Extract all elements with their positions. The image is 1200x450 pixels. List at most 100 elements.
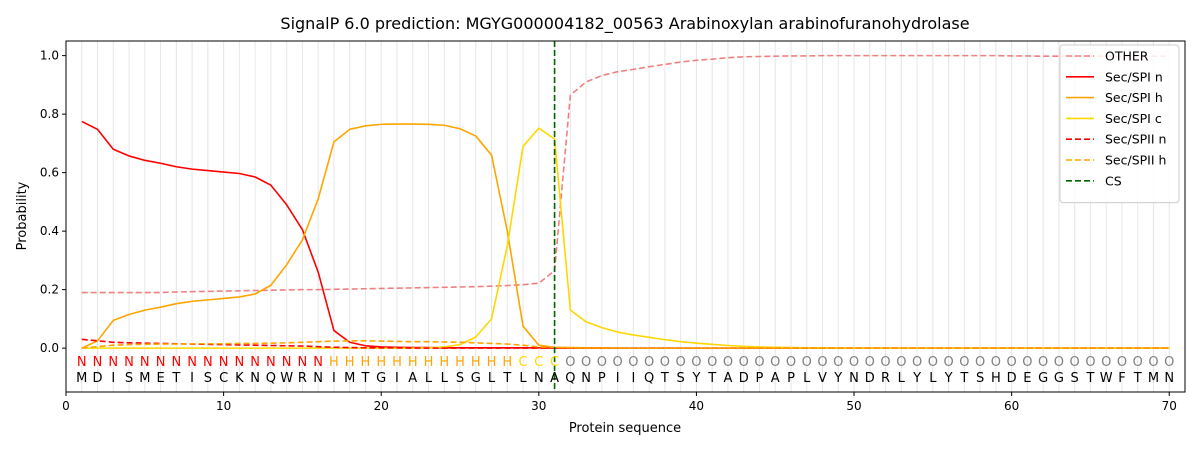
region-label: O bbox=[786, 355, 796, 370]
residue-label: K bbox=[235, 371, 244, 386]
region-label: O bbox=[565, 355, 575, 370]
x-tick-label: 10 bbox=[216, 399, 231, 413]
series-layer bbox=[81, 54, 1170, 349]
residue-label: T bbox=[660, 371, 669, 386]
residue-label: A bbox=[723, 371, 732, 386]
residue-label: S bbox=[976, 371, 984, 386]
residue-label: N bbox=[534, 371, 544, 386]
y-tick-label: 0.0 bbox=[40, 341, 59, 355]
residue-label: D bbox=[93, 371, 103, 386]
region-label: N bbox=[282, 355, 292, 370]
region-label: N bbox=[108, 355, 118, 370]
region-label: N bbox=[298, 355, 308, 370]
region-label: O bbox=[959, 355, 969, 370]
region-label: H bbox=[345, 355, 355, 370]
residue-label: E bbox=[156, 371, 164, 386]
y-tick-label: 0.4 bbox=[40, 224, 59, 238]
residue-label: I bbox=[190, 371, 194, 386]
region-label: O bbox=[739, 355, 749, 370]
legend-entry-label: Sec/SPI n bbox=[1105, 69, 1163, 84]
residue-label: N bbox=[313, 371, 323, 386]
legend-entry-label: Sec/SPII h bbox=[1105, 153, 1166, 168]
legend: OTHER Sec/SPI n Sec/SPI h Sec/SPI c Sec/SPII… bbox=[1059, 44, 1180, 204]
residue-label: Y bbox=[691, 371, 700, 386]
residue-label: I bbox=[332, 371, 336, 386]
region-label: O bbox=[849, 355, 859, 370]
region-label: O bbox=[754, 355, 764, 370]
residue-label: F bbox=[1118, 371, 1125, 386]
series-line-5 bbox=[81, 340, 1170, 349]
region-label: N bbox=[266, 355, 276, 370]
residue-label: R bbox=[881, 371, 890, 386]
residue-label: L bbox=[441, 371, 449, 386]
region-label: O bbox=[1085, 355, 1095, 370]
residue-label: L bbox=[929, 371, 937, 386]
residue-label: S bbox=[204, 371, 212, 386]
residue-label: D bbox=[739, 371, 749, 386]
x-tick-label: 60 bbox=[1004, 399, 1019, 413]
region-label: O bbox=[802, 355, 812, 370]
residue-label: G bbox=[376, 371, 386, 386]
residue-label: A bbox=[771, 371, 780, 386]
region-label: O bbox=[896, 355, 906, 370]
residue-label: A bbox=[408, 371, 417, 386]
x-tick-label: 50 bbox=[846, 399, 861, 413]
region-label: N bbox=[313, 355, 323, 370]
plot-frame bbox=[65, 40, 1186, 393]
x-tick-label: 30 bbox=[531, 399, 546, 413]
residue-label: T bbox=[360, 371, 369, 386]
region-label: N bbox=[93, 355, 103, 370]
residue-label: T bbox=[1085, 371, 1094, 386]
y-tick-label: 0.8 bbox=[40, 107, 59, 121]
residue-label: I bbox=[111, 371, 115, 386]
region-label: O bbox=[991, 355, 1001, 370]
region-label: H bbox=[502, 355, 512, 370]
region-label: O bbox=[707, 355, 717, 370]
region-label: O bbox=[865, 355, 875, 370]
y-axis: 0.0 0.2 0.4 0.6 0.8 1.0 bbox=[40, 49, 66, 355]
region-label: N bbox=[171, 355, 181, 370]
residue-label: H bbox=[991, 371, 1001, 386]
region-label: N bbox=[203, 355, 213, 370]
region-label: O bbox=[928, 355, 938, 370]
region-label: O bbox=[817, 355, 827, 370]
region-label: H bbox=[487, 355, 497, 370]
region-label: H bbox=[455, 355, 465, 370]
residue-label: L bbox=[898, 371, 906, 386]
region-label: H bbox=[376, 355, 386, 370]
region-label: C bbox=[519, 355, 528, 370]
region-label: O bbox=[912, 355, 922, 370]
residue-label: S bbox=[677, 371, 685, 386]
residue-label: Q bbox=[266, 371, 276, 386]
region-label: O bbox=[1164, 355, 1174, 370]
residue-label: T bbox=[171, 371, 180, 386]
legend-entry-label: OTHER bbox=[1105, 49, 1149, 64]
residue-label: S bbox=[1071, 371, 1079, 386]
residue-label: M bbox=[76, 371, 87, 386]
region-label: H bbox=[439, 355, 449, 370]
chart-title: SignalP 6.0 prediction: MGYG000004182_00… bbox=[280, 14, 969, 34]
residue-label: W bbox=[1100, 371, 1113, 386]
residue-label: W bbox=[280, 371, 293, 386]
residue-label: I bbox=[631, 371, 635, 386]
residue-label: N bbox=[250, 371, 260, 386]
residue-label: V bbox=[818, 371, 827, 386]
y-axis-label: Probability bbox=[15, 181, 30, 250]
region-label: N bbox=[187, 355, 197, 370]
x-tick-label: 0 bbox=[62, 399, 70, 413]
region-label: O bbox=[1101, 355, 1111, 370]
residue-label: S bbox=[125, 371, 133, 386]
residue-label: N bbox=[1164, 371, 1174, 386]
residue-label: P bbox=[598, 371, 606, 386]
region-label: O bbox=[975, 355, 985, 370]
x-axis-label: Protein sequence bbox=[569, 421, 681, 436]
region-label: N bbox=[250, 355, 260, 370]
residue-label: T bbox=[1133, 371, 1142, 386]
region-label: O bbox=[1148, 355, 1158, 370]
region-label: O bbox=[1007, 355, 1017, 370]
region-label: O bbox=[581, 355, 591, 370]
residue-label: N bbox=[581, 371, 591, 386]
legend-entry-label: Sec/SPII n bbox=[1105, 132, 1166, 147]
region-label: N bbox=[140, 355, 150, 370]
